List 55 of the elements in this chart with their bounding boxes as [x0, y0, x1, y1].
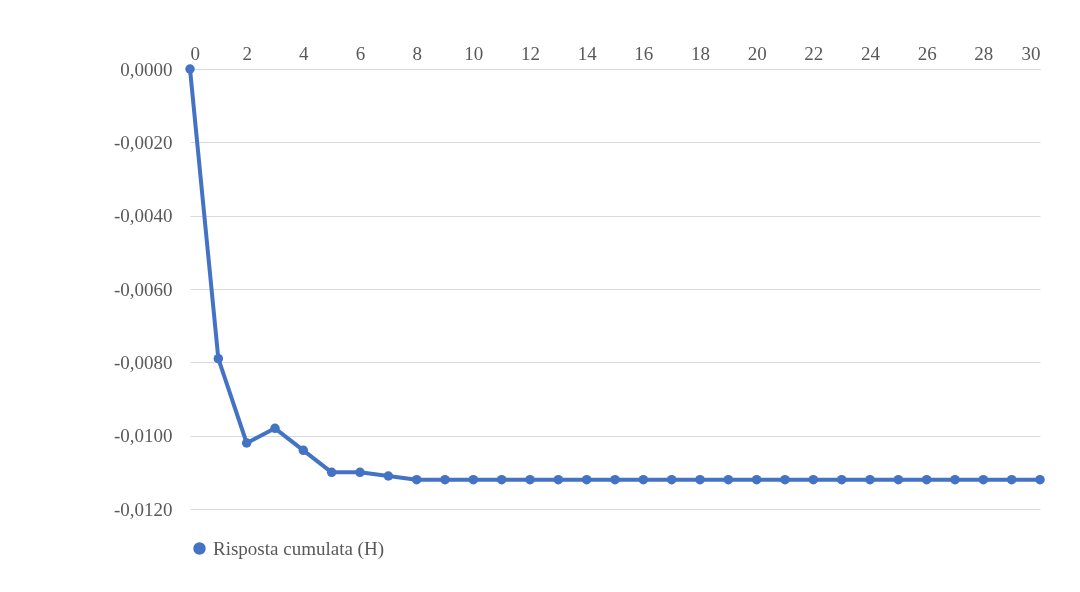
point	[383, 471, 394, 481]
point	[751, 474, 762, 485]
x-tick-label: 30	[1021, 42, 1041, 64]
point	[808, 474, 819, 485]
x-tick-label: 2	[242, 42, 252, 64]
x-tick-label: 22	[804, 42, 824, 64]
point	[213, 353, 224, 364]
point	[723, 474, 734, 485]
x-tick-label: 4	[299, 42, 310, 64]
point	[468, 474, 479, 485]
point	[978, 474, 989, 485]
x-tick-label: 12	[521, 42, 540, 64]
y-tick-label: -0,0120	[113, 498, 173, 520]
point	[610, 474, 620, 485]
point	[241, 438, 252, 448]
y-tick-label: -0,0100	[113, 425, 173, 447]
point	[1006, 474, 1017, 485]
x-tick-label: 8	[412, 42, 422, 64]
point	[411, 474, 422, 485]
y-tick-label: -0,0080	[113, 351, 173, 373]
x-tick-label: 14	[577, 42, 598, 64]
point	[780, 474, 790, 485]
x-tick-label: 26	[917, 42, 937, 64]
x-tick-label: 24	[861, 42, 881, 64]
x-tick-label: 6	[355, 42, 366, 64]
point	[581, 474, 592, 485]
point	[695, 474, 705, 485]
point	[185, 64, 195, 74]
point	[638, 474, 649, 485]
point	[865, 474, 875, 485]
point	[326, 467, 337, 478]
x-tick-label: 20	[747, 42, 767, 64]
x-tick-label: 18	[691, 42, 710, 64]
point	[355, 467, 365, 478]
point	[921, 474, 932, 485]
y-tick-label: -0,0020	[113, 131, 173, 153]
point	[950, 474, 960, 485]
y-tick-label: 0,0000	[120, 58, 173, 80]
x-tick-label: 0	[190, 42, 200, 64]
point	[525, 474, 535, 485]
x-tick-label: 16	[634, 42, 654, 64]
point	[893, 474, 904, 485]
point	[270, 423, 280, 434]
y-tick-label: -0,0060	[113, 278, 173, 300]
point	[298, 445, 309, 456]
point	[553, 474, 564, 485]
point	[1035, 474, 1045, 485]
x-tick-label: 10	[464, 42, 484, 64]
point	[836, 474, 847, 485]
point	[496, 474, 507, 485]
y-tick-label: -0,0040	[113, 205, 173, 227]
legend-label: Risposta cumulata (H)	[213, 537, 384, 560]
point	[666, 474, 677, 485]
point	[440, 474, 450, 485]
x-tick-label: 28	[974, 42, 994, 64]
